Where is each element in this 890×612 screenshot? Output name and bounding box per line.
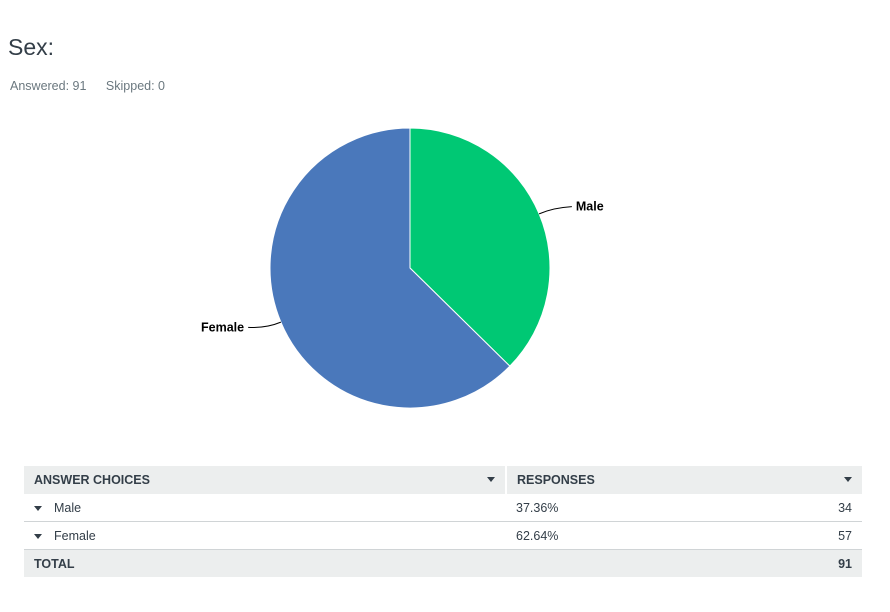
- total-label: TOTAL: [24, 549, 506, 577]
- total-count: 91: [736, 549, 862, 577]
- total-spacer: [506, 549, 737, 577]
- percent-cell: 62.64%: [506, 521, 737, 550]
- answered-count: Answered: 91: [10, 79, 87, 93]
- slice-label-male: Male: [576, 200, 604, 214]
- expand-chevron-down-icon[interactable]: [34, 533, 42, 539]
- response-stats: Answered: 91 Skipped: 0: [10, 79, 181, 93]
- percent-cell: 37.36%: [506, 494, 737, 522]
- count-cell: 57: [736, 521, 862, 550]
- question-title: Sex:: [8, 34, 55, 60]
- label-leader-line: [248, 321, 282, 328]
- sort-chevron-down-icon[interactable]: [487, 477, 495, 482]
- count-cell: 34: [736, 494, 862, 522]
- slice-label-female: Female: [201, 320, 244, 334]
- answer-choice-cell: Male: [24, 494, 506, 522]
- table-row: Male 37.36% 34: [24, 494, 862, 522]
- pie-chart: Male Female: [201, 127, 604, 409]
- responses-header[interactable]: RESPONSES: [506, 466, 862, 494]
- table-row: Female 62.64% 57: [24, 521, 862, 550]
- responses-table: ANSWER CHOICES RESPONSES Male 37.36% 34 …: [24, 466, 862, 577]
- sort-chevron-down-icon[interactable]: [844, 477, 852, 482]
- expand-chevron-down-icon[interactable]: [34, 505, 42, 511]
- total-row: TOTAL 91: [24, 549, 862, 577]
- answer-choice-cell: Female: [24, 521, 506, 550]
- answer-choices-header[interactable]: ANSWER CHOICES: [24, 466, 507, 494]
- label-leader-line: [538, 206, 572, 215]
- skipped-count: Skipped: 0: [105, 79, 165, 93]
- pie-slice-male[interactable]: [409, 127, 551, 367]
